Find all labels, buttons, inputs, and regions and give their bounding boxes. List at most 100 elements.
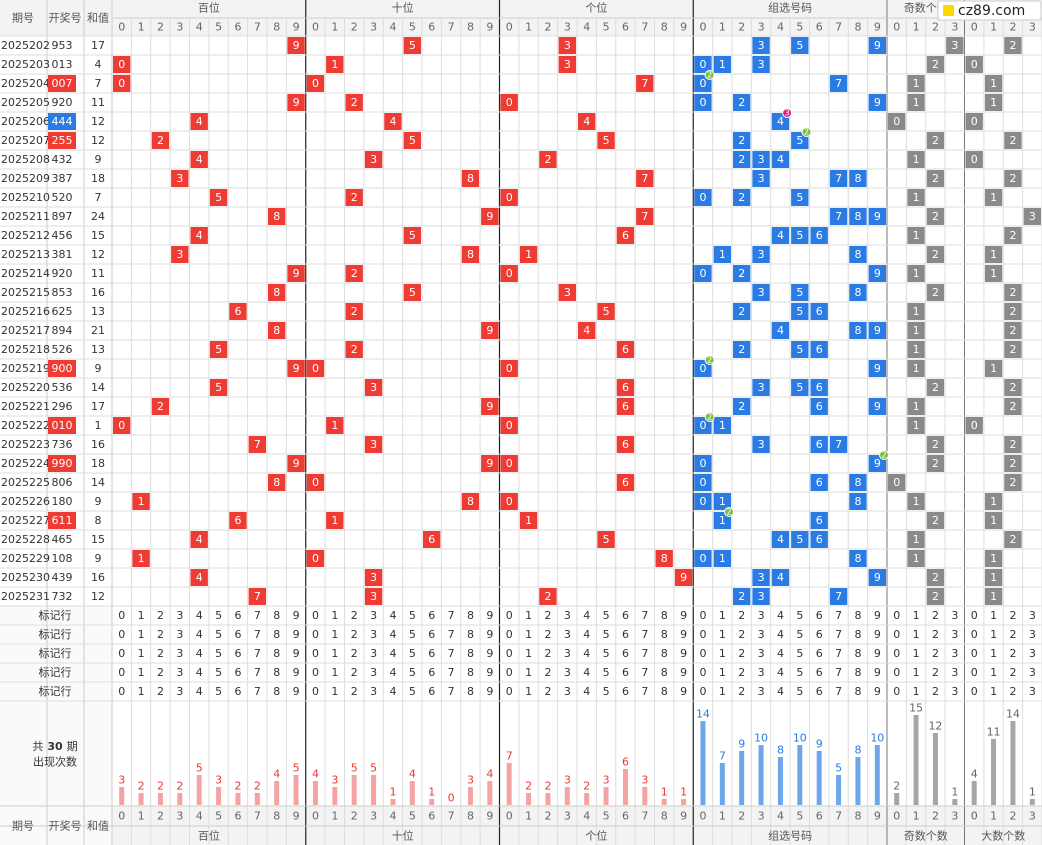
mark-digit: 4 [196,609,203,622]
mark-digit: 0 [971,647,978,660]
mark-digit: 8 [661,685,668,698]
cell-value: 1 [990,552,997,565]
cell-combo [733,189,751,206]
mark-digit: 4 [583,647,590,660]
count-bar [526,793,532,805]
mark-digit: 1 [331,685,338,698]
mark-digit: 1 [138,647,145,660]
cell-odd [907,265,925,282]
period: 2025230 [1,571,50,584]
mark-digit: 4 [389,685,396,698]
cell-value: 1 [719,495,726,508]
cell-value: 9 [874,96,881,109]
digit-header: 7 [641,810,648,823]
cell-value: 9 [486,210,493,223]
sum: 9 [95,552,102,565]
cell-value: 1 [913,552,920,565]
cell-hundreds [151,398,170,415]
cell-combo [849,474,867,491]
cell-combo [694,550,712,567]
cell-value: 8 [273,286,280,299]
mark-digit: 0 [971,628,978,641]
mark-digit: 5 [215,647,222,660]
cell-value: 6 [622,381,629,394]
number-highlight [48,360,76,377]
cell-value: 2 [738,134,745,147]
period: 2025216 [1,305,50,318]
digit-header: 5 [603,810,610,823]
digit-header: 0 [893,810,900,823]
cell-odd [926,379,945,396]
cell-hundreds [209,341,228,358]
mark-digit: 2 [157,628,164,641]
cell-value: 3 [176,248,183,261]
cell-value: 8 [854,248,861,261]
cell-big [1004,455,1022,472]
cell-value: 2 [932,210,939,223]
cell-tens [345,341,363,358]
cell-value: 3 [758,39,765,52]
mark-digit: 4 [777,647,784,660]
cell-value: 0 [971,153,978,166]
draw-number: 900 [52,362,73,375]
cell-combo [694,455,712,472]
cell-hundreds [171,246,189,263]
mark-digit: 4 [196,647,203,660]
cell-value: 2 [544,153,551,166]
cell-value: 6 [816,438,823,451]
cell-value: 5 [409,286,416,299]
mark-digit: 1 [719,628,726,641]
mark-digit: 8 [854,647,861,660]
digit-header: 5 [215,21,222,34]
mark-digit: 7 [254,609,261,622]
draw-number: 296 [52,400,73,413]
mark-digit: 0 [893,647,900,660]
count-bar [274,781,280,805]
count-label: 1 [951,786,958,799]
mark-digit: 3 [758,666,765,679]
cell-value: 3 [564,39,571,52]
mark-digit: 9 [680,666,687,679]
mark-digit: 7 [835,666,842,679]
count-label: 2 [525,780,532,793]
cell-odd [926,455,945,472]
mark-digit: 0 [118,685,125,698]
mark-digit: 9 [293,609,300,622]
cell-hundreds [268,474,286,491]
cell-value: 9 [874,571,881,584]
cell-value: 6 [622,400,629,413]
cell-units [558,56,576,73]
cell-combo [868,322,886,339]
sum: 18 [91,457,105,470]
group-header: 百位 [198,1,220,15]
count-bar [622,769,628,805]
cell-combo [694,56,712,73]
cell-combo [849,493,867,510]
mark-digit: 2 [157,647,164,660]
mark-digit: 3 [370,628,377,641]
mark-digit: 6 [622,685,629,698]
cell-combo [752,379,770,396]
period: 2025208 [1,153,50,166]
cell-value: 1 [990,514,997,527]
cell-value: 2 [1009,438,1016,451]
mark-digit: 1 [990,666,997,679]
cell-value: 0 [506,267,513,280]
mark-digit: 6 [622,609,629,622]
count-label: 4 [409,768,416,781]
count-bar [177,793,183,805]
mark-digit: 1 [525,666,532,679]
cell-combo [752,588,770,605]
mark-digit: 3 [951,666,958,679]
cell-combo [694,94,712,111]
cell-hundreds [113,56,131,73]
cell-value: 2 [1009,172,1016,185]
digit-header: 8 [467,21,474,34]
mark-digit: 2 [351,628,358,641]
cell-tens [384,113,402,130]
cell-value: 1 [913,96,920,109]
mark-digit: 6 [816,666,823,679]
cell-value: 3 [758,438,765,451]
digit-header: 6 [622,21,629,34]
cell-value: 5 [603,305,610,318]
